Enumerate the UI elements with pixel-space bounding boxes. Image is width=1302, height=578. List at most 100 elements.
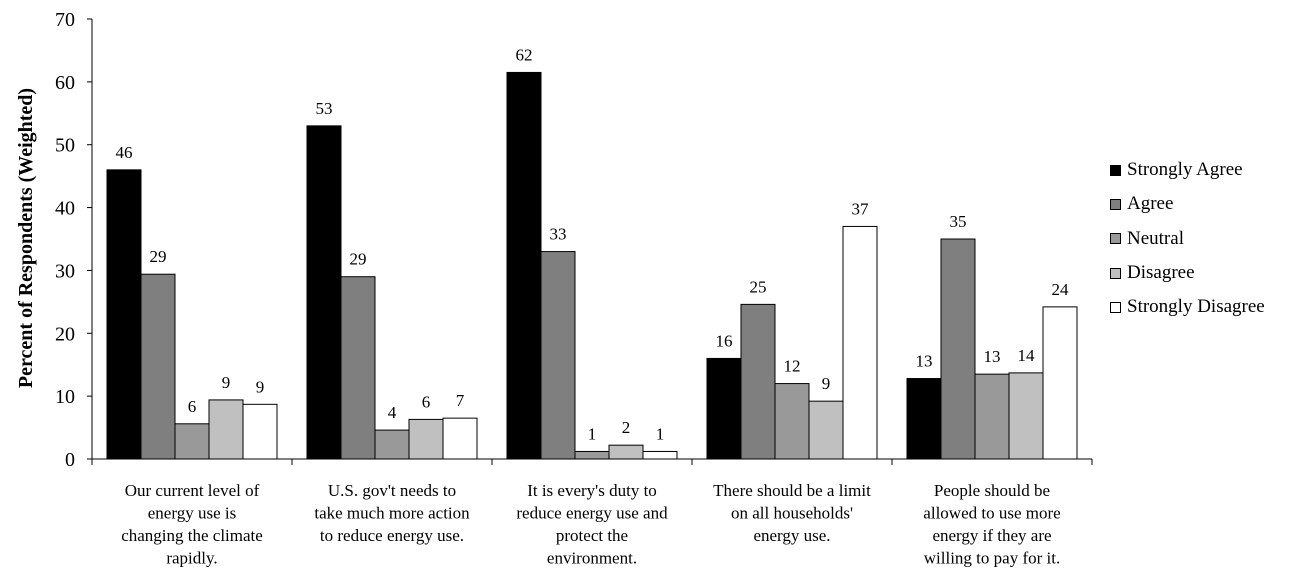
bar-neutral (174, 423, 210, 460)
data-label: 12 (784, 357, 801, 376)
x-category-label-line: allowed to use more (923, 504, 1060, 523)
x-category-label-line: energy use is (148, 504, 236, 523)
legend-swatch (1110, 198, 1121, 210)
x-category-label-line: Our current level of (125, 481, 260, 500)
bar-strongly-agree (106, 169, 142, 460)
data-label: 13 (984, 347, 1001, 366)
bar-agree (740, 303, 776, 460)
data-label: 9 (256, 377, 265, 396)
legend-swatch (1110, 233, 1121, 245)
bar-disagree (208, 399, 244, 460)
legend-label: Disagree (1127, 262, 1195, 284)
y-tick-label: 50 (55, 135, 75, 157)
data-label: 29 (350, 250, 367, 269)
data-label: 16 (716, 331, 733, 350)
bar-disagree (808, 400, 844, 460)
x-category-label-line: U.S. gov't needs to (328, 481, 456, 500)
data-label: 53 (316, 99, 333, 118)
legend-item-neutral: Neutral (1110, 222, 1265, 256)
legend-item-agree: Agree (1110, 187, 1265, 221)
x-category-label-line: energy use. (753, 526, 830, 545)
data-label: 29 (150, 247, 167, 266)
data-label: 13 (916, 352, 933, 371)
y-tick-label: 10 (55, 386, 75, 408)
bars (106, 71, 1078, 460)
bar-strongly-disagree (1042, 306, 1078, 460)
bar-neutral (774, 383, 810, 460)
bar-disagree (1008, 372, 1044, 460)
x-category-label-line: protect the (556, 526, 628, 545)
x-category-label-line: rapidly. (166, 549, 217, 568)
bar-neutral (974, 373, 1010, 460)
data-label: 9 (222, 373, 231, 392)
data-label: 24 (1052, 280, 1070, 299)
x-category-label: It is every's duty to reduce energy use a… (516, 481, 668, 568)
data-label: 25 (750, 277, 767, 296)
bar-disagree (408, 418, 444, 460)
legend-swatch (1110, 164, 1121, 176)
data-label: 6 (422, 392, 431, 411)
x-category-label-line: reduce energy use and (516, 504, 668, 523)
legend-label: Agree (1127, 193, 1174, 215)
bar-strongly-agree (706, 357, 742, 460)
legend-label: Neutral (1127, 227, 1184, 249)
bar-strongly-agree (506, 71, 542, 460)
x-category-label: Our current level of energy use is changin… (121, 481, 263, 568)
y-axis-label: Percent of Respondents (Weighted) (15, 88, 37, 388)
bar-agree (940, 238, 976, 460)
data-label: 7 (456, 391, 465, 410)
legend-item-strongly-disagree: Strongly Disagree (1110, 290, 1265, 324)
x-category-label-line: on all households' (731, 504, 853, 523)
data-label: 33 (550, 225, 567, 244)
legend-item-disagree: Disagree (1110, 256, 1265, 290)
data-label: 9 (822, 374, 831, 393)
legend: Strongly Agree Agree Neutral Disagree Strong… (1110, 153, 1265, 324)
y-tick-label: 20 (55, 323, 75, 345)
data-label: 2 (622, 418, 631, 437)
x-category-label-line: willing to pay for it. (924, 549, 1060, 568)
legend-label: Strongly Disagree (1127, 296, 1265, 318)
data-label: 6 (188, 397, 197, 416)
y-tick-label: 70 (55, 9, 75, 31)
x-category-label-line: environment. (547, 549, 637, 568)
x-category-label-line: People should be (934, 481, 1050, 500)
bar-neutral (574, 450, 610, 460)
x-category-label-line: There should be a limit (713, 481, 871, 500)
legend-label: Strongly Agree (1127, 159, 1243, 181)
bar-disagree (608, 444, 644, 460)
bar-strongly-disagree (642, 450, 678, 460)
data-label: 1 (588, 424, 597, 443)
x-category-label-line: energy if they are (932, 526, 1051, 545)
x-category-label: People should be allowed to use more energ… (923, 481, 1060, 568)
bar-strongly-disagree (842, 225, 878, 460)
legend-item-strongly-agree: Strongly Agree (1110, 153, 1265, 187)
data-label: 4 (388, 403, 397, 422)
data-label: 1 (656, 424, 665, 443)
bar-agree (340, 276, 376, 460)
data-label: 35 (950, 212, 967, 231)
bar-strongly-disagree (242, 403, 278, 460)
x-category-label-line: changing the climate (121, 526, 263, 545)
bar-agree (540, 251, 576, 460)
x-category-label: U.S. gov't needs to take much more action… (314, 481, 470, 545)
data-label: 14 (1018, 346, 1036, 365)
legend-swatch (1110, 267, 1121, 279)
data-label: 46 (116, 143, 133, 162)
bar-agree (140, 273, 176, 460)
data-label: 37 (852, 199, 870, 218)
bar-strongly-agree (306, 125, 342, 460)
legend-swatch (1110, 301, 1121, 313)
bar-strongly-agree (906, 378, 942, 460)
x-category-label-line: to reduce energy use. (320, 526, 464, 545)
y-tick-label: 40 (55, 198, 75, 220)
y-tick-label: 0 (65, 449, 75, 471)
y-tick-label: 60 (55, 72, 75, 94)
x-category-label-line: take much more action (314, 504, 470, 523)
data-label: 62 (516, 45, 533, 64)
bar-strongly-disagree (442, 417, 478, 460)
x-category-label: There should be a limit on all households… (713, 481, 871, 545)
bar-neutral (374, 429, 410, 460)
x-category-label-line: It is every's duty to (527, 481, 657, 500)
